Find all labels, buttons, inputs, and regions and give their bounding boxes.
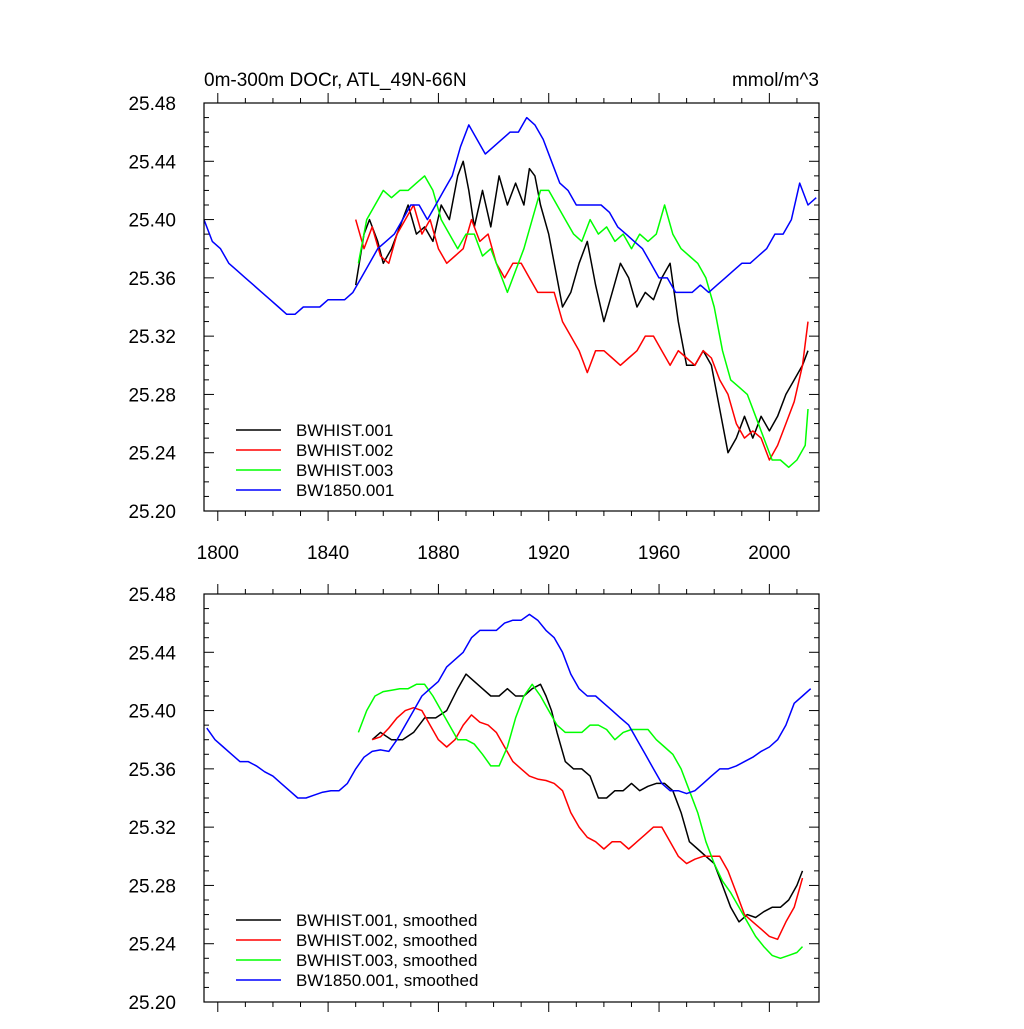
y-tick-label: 25.36 [128, 760, 176, 781]
x-tick-label: 1880 [417, 543, 459, 564]
legend-label: BWHIST.001, smoothed [296, 911, 477, 930]
y-tick-label: 25.20 [128, 502, 176, 523]
y-tick-label: 25.24 [128, 935, 176, 956]
top-panel: 25.20 25.24 25.28 25.32 25.36 25.40 25.44 25.48… [128, 93, 820, 564]
legend-label: BW1850.001 [296, 481, 394, 500]
series-lines [206, 613, 812, 960]
y-tick-label: 25.44 [128, 152, 176, 173]
legend-label: BWHIST.001 [296, 421, 393, 440]
y-tick-label: 25.24 [128, 444, 176, 465]
x-tick-label: 2000 [748, 543, 790, 564]
series-line-bwhist-003-smoothed [357, 683, 804, 960]
axis-ticks [204, 584, 819, 1012]
x-tick-label: 1800 [197, 543, 239, 564]
legend-label: BWHIST.003 [296, 461, 393, 480]
series-line-bw1850-001 [204, 116, 817, 316]
series-line-bwhist-003 [357, 175, 809, 469]
series-lines [204, 116, 817, 469]
series-line-bwhist-002 [354, 204, 809, 461]
x-tick-label: 1920 [528, 543, 570, 564]
y-tick-label: 25.48 [128, 94, 176, 115]
chart-units-label: mmol/m^3 [732, 70, 819, 91]
series-line-bwhist-001-smoothed [371, 673, 804, 923]
y-tick-label: 25.44 [128, 643, 176, 664]
legend-label: BWHIST.002, smoothed [296, 931, 477, 950]
x-tick-label: 1960 [638, 543, 680, 564]
y-tick-label: 25.20 [128, 993, 176, 1014]
y-tick-label: 25.40 [128, 211, 176, 232]
bottom-panel: 25.20 25.24 25.28 25.32 25.36 25.40 25.44 25.48… [128, 584, 820, 1014]
chart-title-left: 0m-300m DOCr, ATL_49N-66N [204, 70, 467, 91]
y-tick-label: 25.32 [128, 327, 176, 348]
y-tick-label: 25.48 [128, 585, 176, 606]
series-line-bw1850-001-smoothed [206, 613, 812, 799]
legend-label: BW1850.001, smoothed [296, 971, 478, 990]
series-line-bwhist-001 [354, 160, 809, 454]
series-line-bwhist-002-smoothed [371, 706, 804, 941]
x-tick-label: 1840 [307, 543, 349, 564]
y-tick-label: 25.36 [128, 269, 176, 290]
y-tick-label: 25.28 [128, 385, 176, 406]
legend-label: BWHIST.003, smoothed [296, 951, 477, 970]
y-tick-label: 25.32 [128, 818, 176, 839]
axis-ticks [204, 93, 819, 521]
y-tick-label: 25.40 [128, 702, 176, 723]
y-tick-label: 25.28 [128, 876, 176, 897]
legend-label: BWHIST.002 [296, 441, 393, 460]
